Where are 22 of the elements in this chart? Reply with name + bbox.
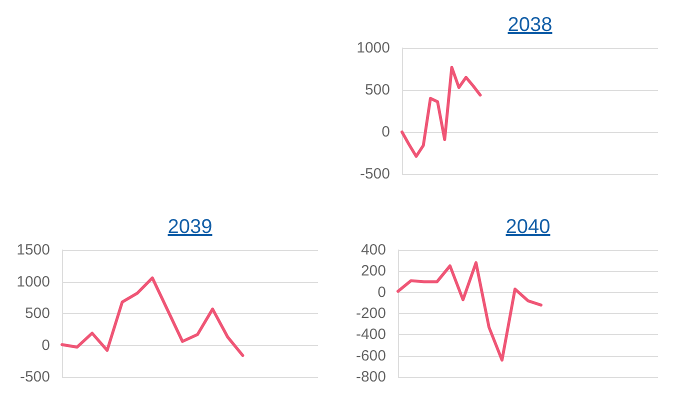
y-tick-label: -500	[20, 368, 50, 386]
y-tick-label: -400	[356, 326, 386, 344]
y-tick-label: 500	[364, 82, 390, 98]
y-tick-label: -500	[360, 166, 390, 182]
line-series	[60, 276, 244, 357]
chart-title: 2039	[168, 216, 212, 238]
y-tick-label: -200	[356, 305, 386, 322]
y-tick-label: 0	[42, 336, 50, 354]
y-tick-label: 1000	[16, 273, 50, 290]
chart-title: 2038	[508, 14, 552, 36]
y-tick-label: -800	[356, 368, 386, 386]
line-series	[396, 261, 542, 362]
y-tick-label: 500	[24, 305, 50, 322]
y-tick-label: 0	[382, 124, 390, 140]
y-tick-label: -600	[356, 347, 386, 364]
y-tick-label: 400	[360, 242, 386, 258]
y-tick-label: 200	[360, 262, 386, 280]
y-tick-label: 1000	[356, 40, 390, 56]
line-series	[400, 66, 482, 158]
y-tick-label: 1500	[16, 242, 50, 258]
y-tick-label: 0	[378, 284, 386, 301]
chart-title: 2040	[506, 216, 550, 238]
